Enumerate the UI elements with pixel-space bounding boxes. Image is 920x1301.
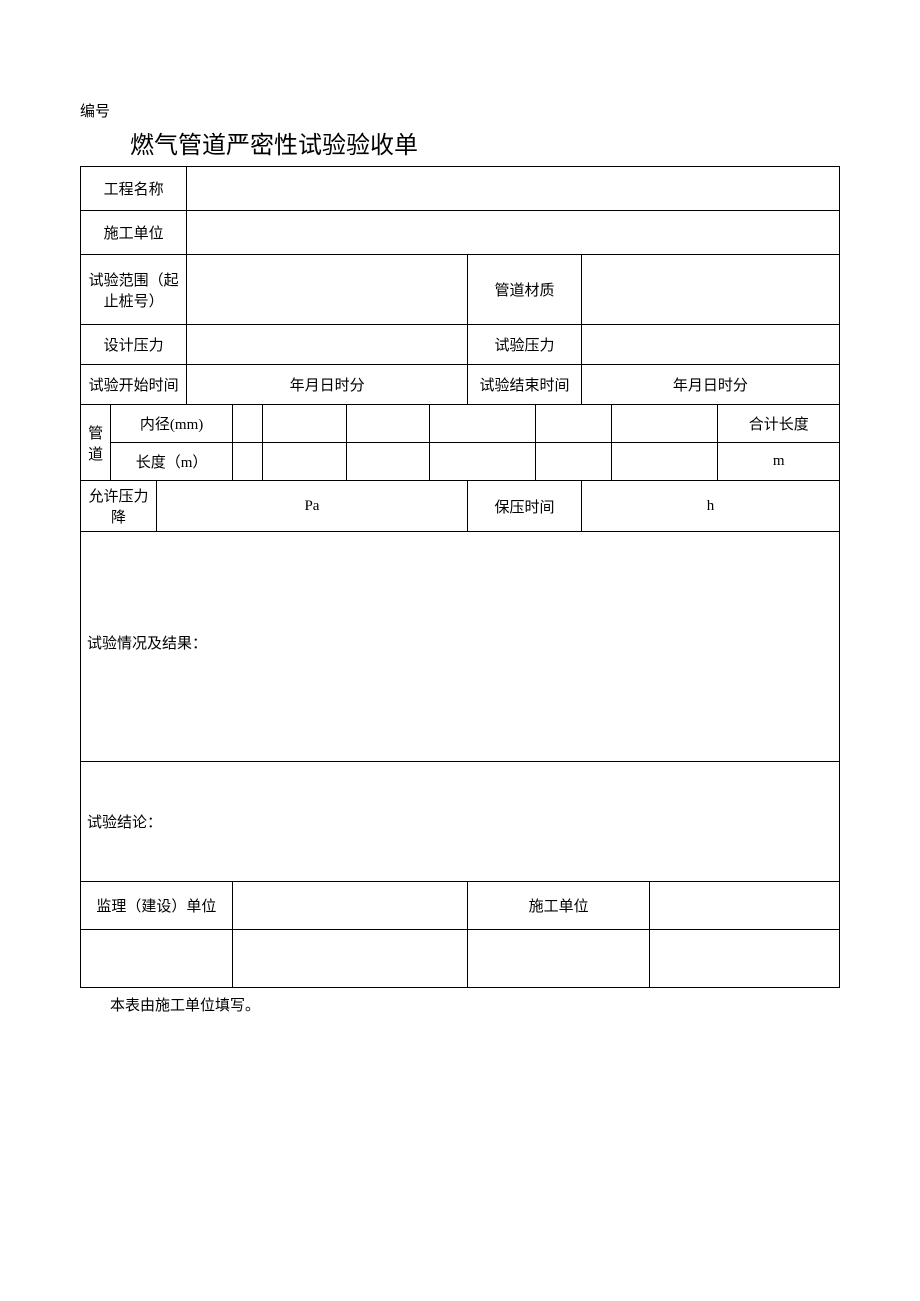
label-end-time: 试验结束时间 [468,365,582,405]
label-results[interactable]: 试验情况及结果： [81,532,840,762]
diam-cell-6[interactable] [612,405,718,443]
value-test-range[interactable] [187,255,468,325]
label-inner-diameter: 内径(mm) [111,405,232,443]
label-construction-unit: 施工单位 [81,211,187,255]
value-start-time[interactable]: 年月日时分 [187,365,468,405]
diam-cell-1[interactable] [232,405,262,443]
label-design-pressure: 设计压力 [81,325,187,365]
label-holding-time: 保压时间 [468,481,582,532]
diam-cell-2[interactable] [263,405,346,443]
label-supervision-unit: 监理（建设）单位 [81,882,233,930]
value-total-length-unit: m [718,443,840,481]
sign-blank-3[interactable] [468,930,650,988]
label-allowable-drop: 允许压力降 [81,481,157,532]
value-pipe-material[interactable] [581,255,839,325]
value-allowable-drop[interactable]: Pa [156,481,467,532]
value-construction-unit2[interactable] [650,882,840,930]
diam-cell-4[interactable] [430,405,536,443]
serial-number-label: 编号 [80,100,840,121]
value-holding-time[interactable]: h [581,481,839,532]
len-cell-6[interactable] [612,443,718,481]
label-project-name: 工程名称 [81,167,187,211]
footer-note: 本表由施工单位填写。 [80,994,840,1015]
label-test-pressure: 试验压力 [468,325,582,365]
len-cell-4[interactable] [430,443,536,481]
len-cell-3[interactable] [346,443,429,481]
value-design-pressure[interactable] [187,325,468,365]
label-length-m: 长度（m） [111,443,232,481]
sign-blank-4[interactable] [650,930,840,988]
inspection-form-table: 工程名称 施工单位 试验范围（起止桩号） 管道材质 设计压力 试验压力 试验开始… [80,166,840,988]
label-test-range: 试验范围（起止桩号） [81,255,187,325]
sign-blank-1[interactable] [81,930,233,988]
value-construction-unit[interactable] [187,211,840,255]
diam-cell-3[interactable] [346,405,429,443]
page-title: 燃气管道严密性试验验收单 [80,125,840,160]
label-conclusion[interactable]: 试验结论： [81,762,840,882]
len-cell-2[interactable] [263,443,346,481]
len-cell-5[interactable] [536,443,612,481]
sign-blank-2[interactable] [232,930,467,988]
label-pipe-material: 管道材质 [468,255,582,325]
value-supervision-unit[interactable] [232,882,467,930]
label-start-time: 试验开始时间 [81,365,187,405]
diam-cell-5[interactable] [536,405,612,443]
value-project-name[interactable] [187,167,840,211]
value-test-pressure[interactable] [581,325,839,365]
label-pipeline: 管道 [81,405,111,481]
len-cell-1[interactable] [232,443,262,481]
label-construction-unit2: 施工单位 [468,882,650,930]
label-total-length: 合计长度 [718,405,840,443]
value-end-time[interactable]: 年月日时分 [581,365,839,405]
